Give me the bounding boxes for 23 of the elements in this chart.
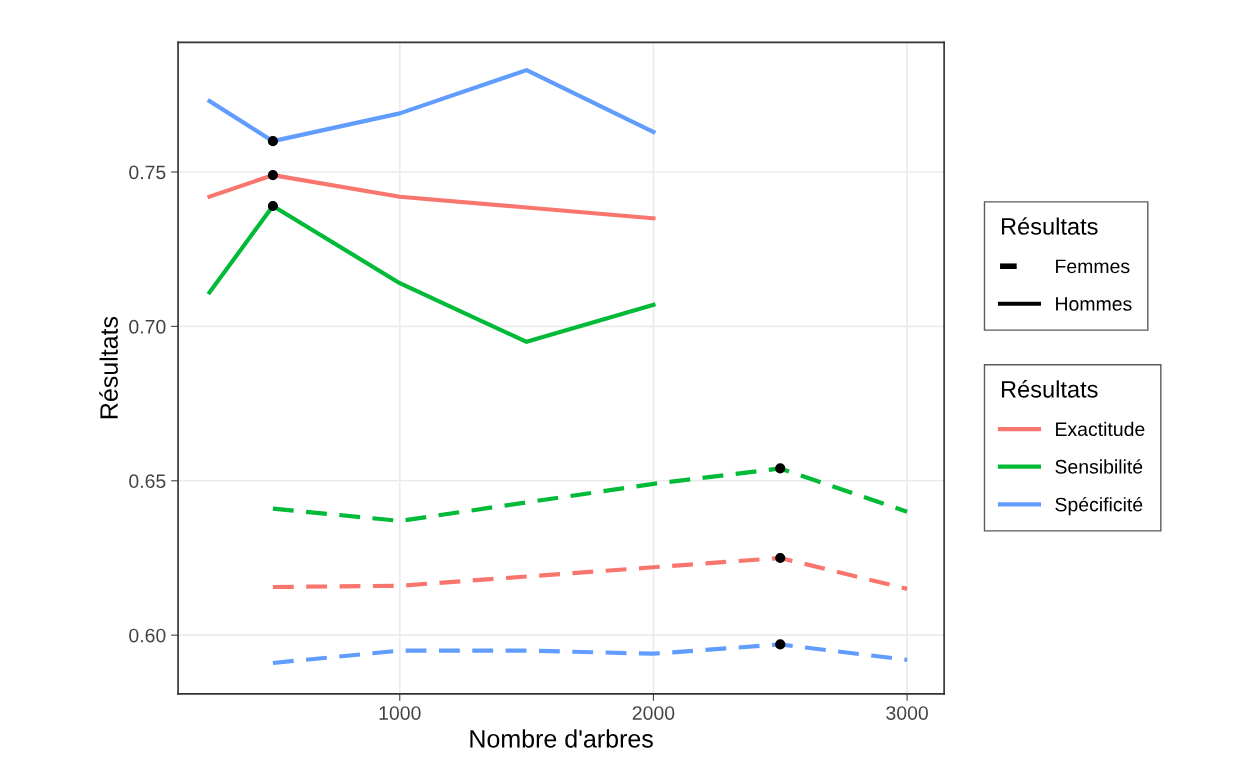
y-tick-label: 0.60 (129, 628, 166, 643)
point (775, 463, 786, 474)
x-tick-label: 3000 (886, 706, 928, 720)
point (775, 552, 786, 564)
x-tick-label: 1000 (379, 706, 421, 720)
x-axis-title: Nombre d'arbres (470, 729, 653, 748)
y-tick-label: 0.75 (129, 165, 166, 180)
legend-label: Spécificité (1055, 496, 1143, 516)
point (267, 200, 279, 212)
legend-label: Femmes (1056, 259, 1130, 274)
y-tick-label: 0.70 (129, 319, 166, 334)
point (775, 639, 786, 650)
legend-label: Sensibilité (1055, 459, 1143, 474)
text: Résultats (1001, 217, 1098, 235)
legend-label: Exactitude (1056, 421, 1145, 437)
y-tick-label: 0.65 (129, 474, 166, 489)
line-series (270, 555, 910, 591)
text: Résultats (1001, 380, 1098, 398)
legend-label: Hommes (1056, 297, 1132, 311)
x-tick-label: 2000 (632, 706, 675, 720)
point (267, 170, 279, 181)
point (267, 136, 279, 147)
y-axis-title: Résultats (99, 316, 118, 419)
